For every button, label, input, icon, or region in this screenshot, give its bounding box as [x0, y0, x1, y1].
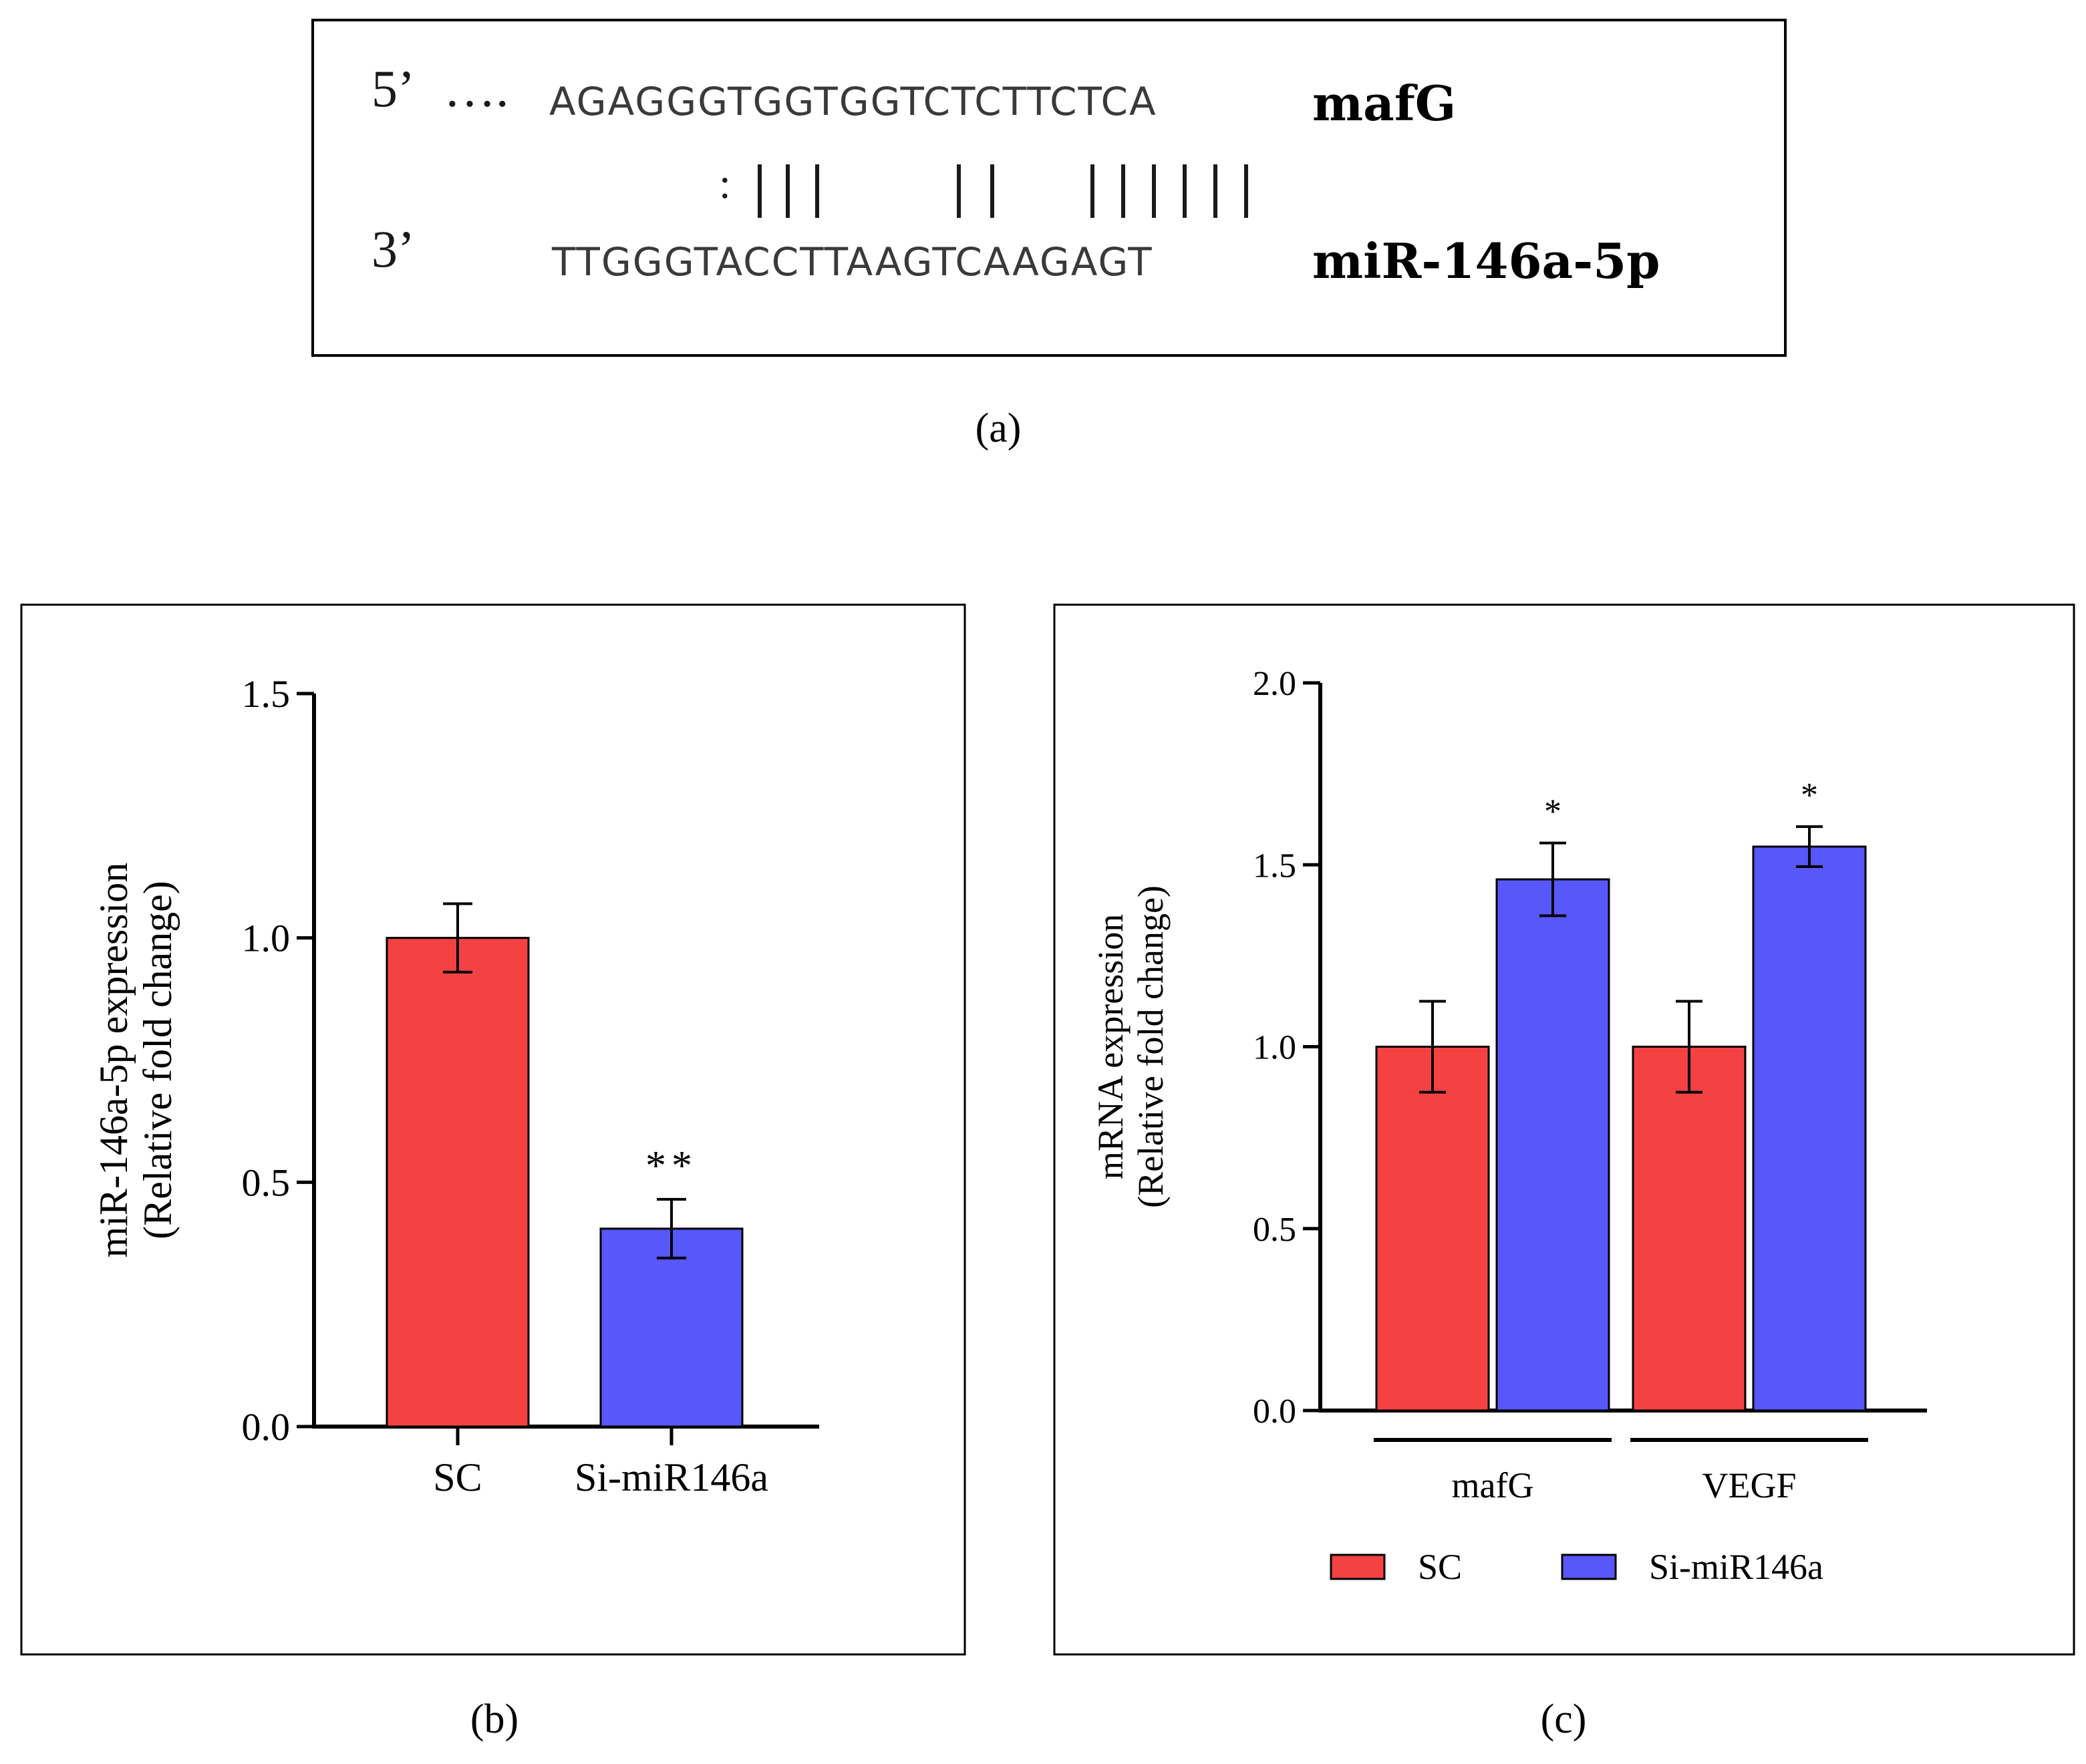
- pair-mark: [1152, 164, 1156, 218]
- bar-mafg-sc: [1375, 1046, 1490, 1412]
- legend-label-si-mir146a: Si-miR146a: [1649, 1547, 1823, 1587]
- alignment-panel: 5’ …. AGAGGGTGGTGGTCTCTTCTCA mafG : 3’ T…: [311, 19, 1787, 357]
- y-tick-label: 0.5: [242, 1161, 291, 1204]
- significance-marker: **: [645, 1143, 698, 1189]
- y-tick-label: 0.0: [1253, 1392, 1296, 1431]
- legend-swatch-sc: [1330, 1554, 1386, 1580]
- target-gene-label: mafG: [1312, 75, 1457, 132]
- y-tick-label: 1.5: [242, 672, 291, 716]
- bar-si-mir146a: [599, 1227, 744, 1428]
- chart-b: 0.0 0.5 1.0 1.5 SC ** Si-miR146a miR-146a-5p ex…: [20, 603, 966, 1656]
- x-group-label: mafG: [1452, 1465, 1534, 1505]
- y-tick-label: 1.0: [1253, 1029, 1296, 1067]
- significance-marker: *: [1544, 793, 1561, 831]
- y-axis-label-line2: (Relative fold change): [136, 881, 180, 1239]
- bar-vegf-sc: [1632, 1046, 1747, 1412]
- legend-swatch-si-mir146a: [1561, 1554, 1617, 1580]
- y-tick-label: 0.5: [1253, 1211, 1296, 1249]
- pair-mark: [990, 164, 994, 218]
- y-tick-label: 1.5: [1253, 847, 1296, 885]
- y-axis-label-line1: mRNA expression: [1090, 914, 1131, 1180]
- pair-mark: [1213, 164, 1217, 218]
- pair-mark: [758, 164, 762, 218]
- mirna-name-label: miR-146a-5p: [1312, 233, 1660, 289]
- y-axis-label: miR-146a-5p expression(Relative fold cha…: [92, 863, 180, 1258]
- x-group-label: VEGF: [1702, 1465, 1796, 1505]
- y-tick-label: 0.0: [242, 1405, 291, 1449]
- bar-sc: [386, 937, 530, 1428]
- bar-mafg-si-mir146a: [1495, 878, 1610, 1412]
- pair-mark: [1183, 164, 1187, 218]
- pair-mark: [1090, 164, 1094, 218]
- panel-c-frame: [1053, 603, 2075, 1656]
- x-tick-label: SC: [433, 1455, 482, 1499]
- legend-label-sc: SC: [1418, 1547, 1462, 1587]
- caption-b: (b): [470, 1697, 519, 1742]
- pair-mark: [786, 164, 790, 218]
- bar-vegf-si-mir146a: [1752, 845, 1867, 1412]
- caption-a: (a): [975, 406, 1022, 451]
- x-tick-label: Si-miR146a: [575, 1455, 768, 1499]
- five-prime-label: 5’: [371, 59, 415, 118]
- pair-mark: [1121, 164, 1125, 218]
- ellipsis: ….: [444, 59, 509, 118]
- pairing-colon: :: [719, 160, 731, 207]
- chart-c: 0.0 0.5 1.0 1.5 2.0 * mafG * VEGF mRNA expression…: [1053, 603, 2075, 1656]
- y-axis-label-line2: (Relative fold change): [1131, 885, 1171, 1208]
- mirna-sequence: TTGGGTACCTTAAGTCAAGAGT: [552, 239, 1153, 285]
- pair-mark: [1244, 164, 1248, 218]
- pair-mark: [957, 164, 961, 218]
- target-sequence: AGAGGGTGGTGGTCTCTTCTCA: [549, 79, 1157, 124]
- y-tick-label: 2.0: [1253, 665, 1296, 703]
- y-axis-label: mRNA expression(Relative fold change): [1090, 885, 1171, 1208]
- caption-c: (c): [1540, 1697, 1587, 1742]
- panel-b-frame: [20, 603, 966, 1656]
- three-prime-label: 3’: [371, 220, 415, 278]
- y-tick-label: 1.0: [242, 917, 291, 960]
- significance-marker: *: [1801, 776, 1818, 815]
- pair-mark: [815, 164, 819, 218]
- y-axis-label-line1: miR-146a-5p expression: [92, 863, 136, 1258]
